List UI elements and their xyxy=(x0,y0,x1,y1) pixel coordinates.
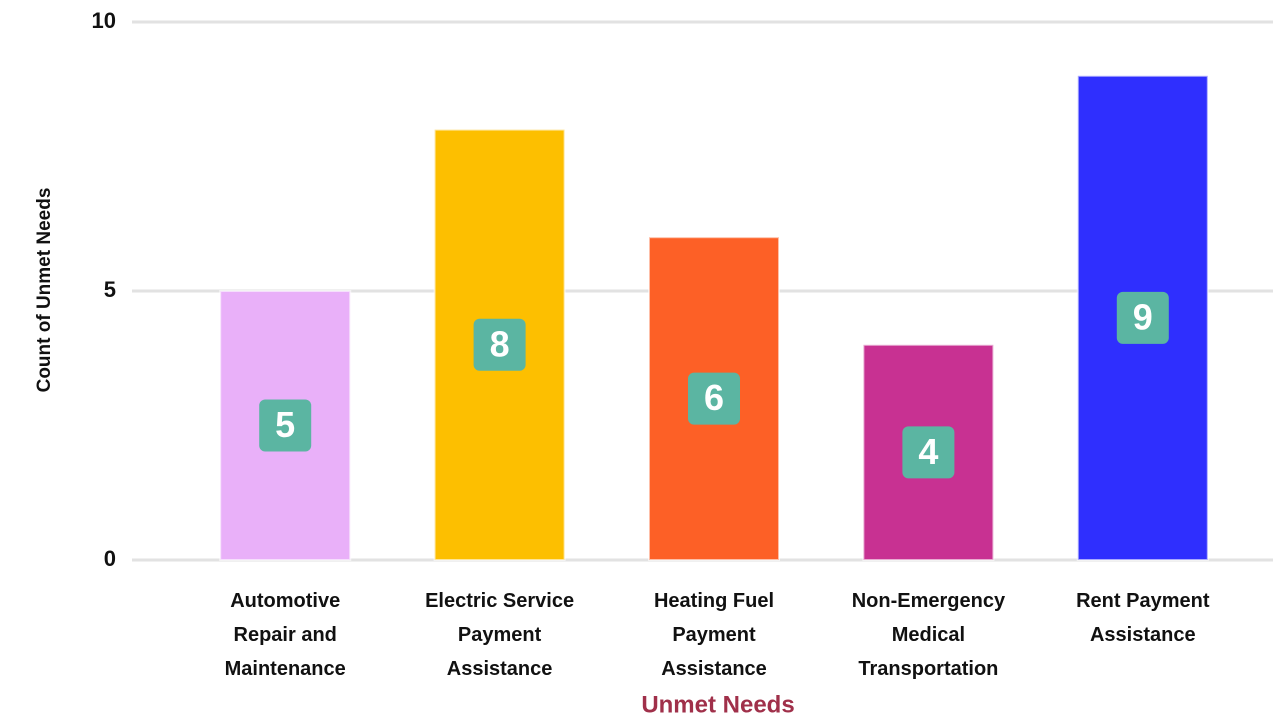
value-label: 6 xyxy=(704,377,724,418)
value-label-box xyxy=(688,372,740,425)
bar xyxy=(433,128,566,561)
y-tick-label: 10 xyxy=(92,8,116,33)
value-label-box xyxy=(473,318,526,371)
x-tick-label: Electric Service Payment Assistance xyxy=(425,590,574,680)
x-tick-label: Rent Payment Assistance xyxy=(1076,590,1210,646)
x-tick-label: Non-Emergency Medical Transportation xyxy=(852,590,1006,680)
value-label-box xyxy=(902,426,955,479)
value-label-box xyxy=(1116,291,1169,344)
x-tick-label: Heating Fuel Payment Assistance xyxy=(654,590,774,680)
y-tick-label: 0 xyxy=(104,546,116,571)
value-label: 5 xyxy=(275,404,295,445)
value-label-box xyxy=(259,399,312,452)
y-tick-label: 5 xyxy=(104,277,116,302)
y-axis-title: Count of Unmet Needs xyxy=(34,188,55,393)
x-tick-label: Automotive Repair and Maintenance xyxy=(225,590,346,680)
value-label: 9 xyxy=(1133,296,1153,337)
x-axis-title: Unmet Needs xyxy=(641,691,794,718)
value-label: 8 xyxy=(490,323,510,364)
value-label: 4 xyxy=(918,431,938,472)
